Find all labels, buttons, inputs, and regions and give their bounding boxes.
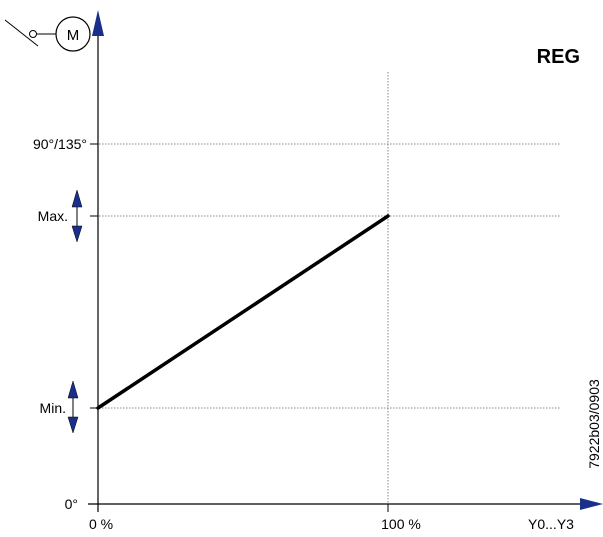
damper-pivot-icon — [29, 30, 37, 38]
x-axis-arrowhead — [580, 498, 603, 510]
diagram-title: REG — [537, 46, 580, 68]
y-label-min: Min. — [40, 400, 66, 416]
motor-circle-icon — [55, 16, 91, 52]
y-label-max: Max. — [38, 208, 68, 224]
grid-lines — [90, 72, 560, 504]
document-code: 7922b03/0903 — [586, 379, 602, 469]
characteristic-line — [96, 214, 390, 410]
axes — [88, 10, 603, 512]
motor-symbol: M — [4, 16, 91, 52]
max-adjust-arrow-icon — [71, 189, 83, 243]
min-adjust-arrow-icon — [67, 380, 79, 434]
y-tick-marks — [90, 143, 389, 512]
y-axis-arrowhead — [92, 10, 104, 36]
x-label-zero-percent: 0 % — [89, 516, 113, 532]
y-label-zero: 0° — [65, 496, 78, 512]
y-label-90-135: 90°/135° — [33, 136, 87, 152]
motor-label: M — [67, 27, 80, 44]
damper-blade-icon — [4, 19, 39, 47]
x-axis-label: Y0...Y3 — [528, 516, 574, 532]
x-label-100-percent: 100 % — [381, 516, 421, 532]
